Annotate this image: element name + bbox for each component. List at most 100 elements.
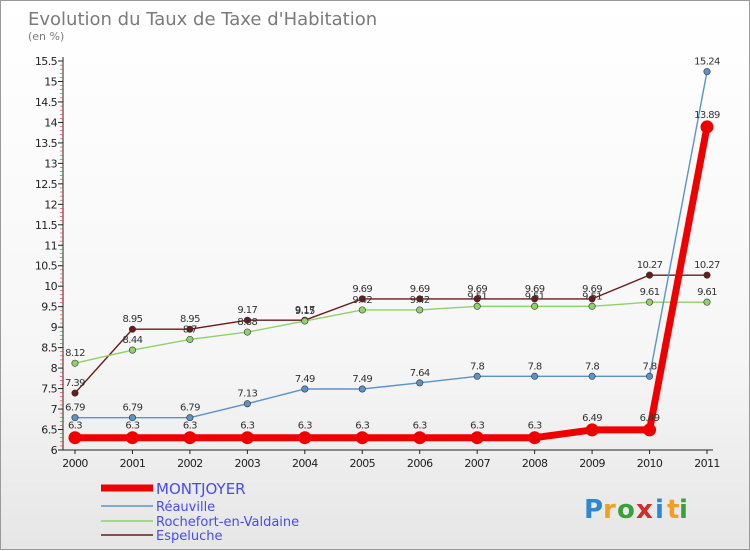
data-label: 9.69 [582, 284, 602, 295]
data-point [646, 298, 654, 306]
data-point [358, 295, 366, 303]
legend-label: MONTJOYER [156, 480, 246, 498]
data-point [301, 317, 309, 325]
data-label: 13.89 [694, 110, 720, 121]
data-label: 15.24 [694, 57, 720, 68]
y-tick-label: 14 [44, 116, 57, 129]
data-label: 9.42 [410, 295, 430, 306]
x-tick-label: 2006 [407, 457, 433, 470]
y-tick-label: 11.5 [35, 219, 58, 232]
data-label: 9.61 [640, 287, 660, 298]
series-line-montjoyer [75, 126, 711, 442]
y-tick-label: 10 [44, 280, 57, 293]
data-label: 7.49 [352, 374, 372, 385]
chart-title: Evolution du Taux de Taxe d'Habitation [28, 9, 377, 30]
x-tick-label: 2010 [637, 457, 663, 470]
logo-letter: t [667, 495, 679, 525]
data-label: 6.3 [68, 421, 82, 432]
data-point [416, 306, 424, 314]
data-point [703, 298, 711, 306]
data-label: 6.3 [298, 421, 312, 432]
data-label: 10.27 [637, 260, 663, 271]
y-tick-label: 14.5 [35, 96, 58, 109]
data-label: 8.7 [183, 324, 197, 335]
data-label: 9.69 [410, 284, 430, 295]
series-line-r-auville [75, 71, 708, 419]
data-label: 6.3 [125, 421, 139, 432]
data-point [413, 431, 427, 445]
y-tick-label: 7 [51, 403, 58, 416]
x-tick-label: 2011 [694, 457, 720, 470]
data-point [183, 431, 197, 445]
data-point [646, 271, 654, 279]
data-point [71, 359, 79, 367]
data-point [186, 325, 194, 333]
data-point [531, 302, 539, 310]
data-point [473, 302, 481, 310]
data-point [71, 414, 79, 422]
data-label: 8.95 [180, 314, 200, 325]
y-tick-label: 15 [44, 75, 57, 88]
y-tick-label: 6.5 [41, 424, 57, 437]
x-tick-label: 2001 [120, 457, 146, 470]
data-label: 6.3 [355, 421, 369, 432]
data-label: 7.8 [585, 361, 599, 372]
x-tick-label: 2003 [235, 457, 261, 470]
data-label: 7.8 [642, 361, 656, 372]
x-tick-label: 2009 [579, 457, 605, 470]
data-label: 9.51 [525, 291, 545, 302]
data-label: 7.49 [295, 374, 315, 385]
x-tick-label: 2002 [177, 457, 203, 470]
data-point [470, 431, 484, 445]
y-tick-label: 7.5 [41, 383, 57, 396]
data-point [128, 346, 136, 354]
data-label: 6.79 [123, 403, 143, 414]
data-point [646, 372, 654, 380]
y-tick-label: 13.5 [35, 137, 58, 150]
data-point [358, 306, 366, 314]
data-label: 9.17 [237, 305, 257, 316]
x-tick-label: 2000 [62, 457, 88, 470]
data-point [358, 385, 366, 393]
series-line-espeluche [74, 274, 707, 394]
data-point [240, 431, 254, 445]
data-label: 7.39 [65, 378, 85, 389]
y-tick-label: 12 [44, 198, 57, 211]
legend-label: Espeluche [156, 529, 222, 544]
data-point [588, 295, 596, 303]
y-tick-label: 9 [51, 321, 58, 334]
data-point [416, 379, 424, 387]
data-label: 10.27 [694, 260, 720, 271]
data-point [703, 271, 711, 279]
data-point [301, 385, 309, 393]
data-point [416, 295, 424, 303]
data-label: 9.61 [697, 287, 717, 298]
data-point [473, 295, 481, 303]
data-point [243, 328, 251, 336]
series-line-rochefort-en-valdaine [74, 301, 707, 364]
x-tick-label: 2007 [464, 457, 490, 470]
y-tick-label: 12.5 [35, 178, 58, 191]
data-label: 8.95 [123, 314, 143, 325]
legend-label: Rochefort-en-Valdaine [156, 515, 299, 530]
data-label: 9.15 [295, 306, 315, 317]
data-label: 8.12 [65, 348, 85, 359]
data-label: 7.64 [410, 368, 430, 379]
data-labels: 7.39 8.95 8.95 9.17 9.17 9.69 9.69 9.69 9.69 9.69… [65, 57, 721, 432]
data-label: 7.8 [470, 361, 484, 372]
data-label: 7.13 [237, 389, 257, 400]
data-label: 6.3 [528, 421, 542, 432]
data-label: 6.3 [413, 421, 427, 432]
legend-label: Réauville [156, 500, 215, 515]
data-point [128, 414, 136, 422]
data-point [588, 302, 596, 310]
logo-letter: r [603, 495, 616, 525]
data-label: 6.3 [470, 421, 484, 432]
data-label: 9.69 [525, 284, 545, 295]
data-label: 6.3 [240, 421, 254, 432]
y-tick-label: 13 [44, 157, 57, 170]
data-label: 6.49 [640, 413, 660, 424]
data-point [68, 431, 82, 445]
data-label: 9.69 [467, 284, 487, 295]
